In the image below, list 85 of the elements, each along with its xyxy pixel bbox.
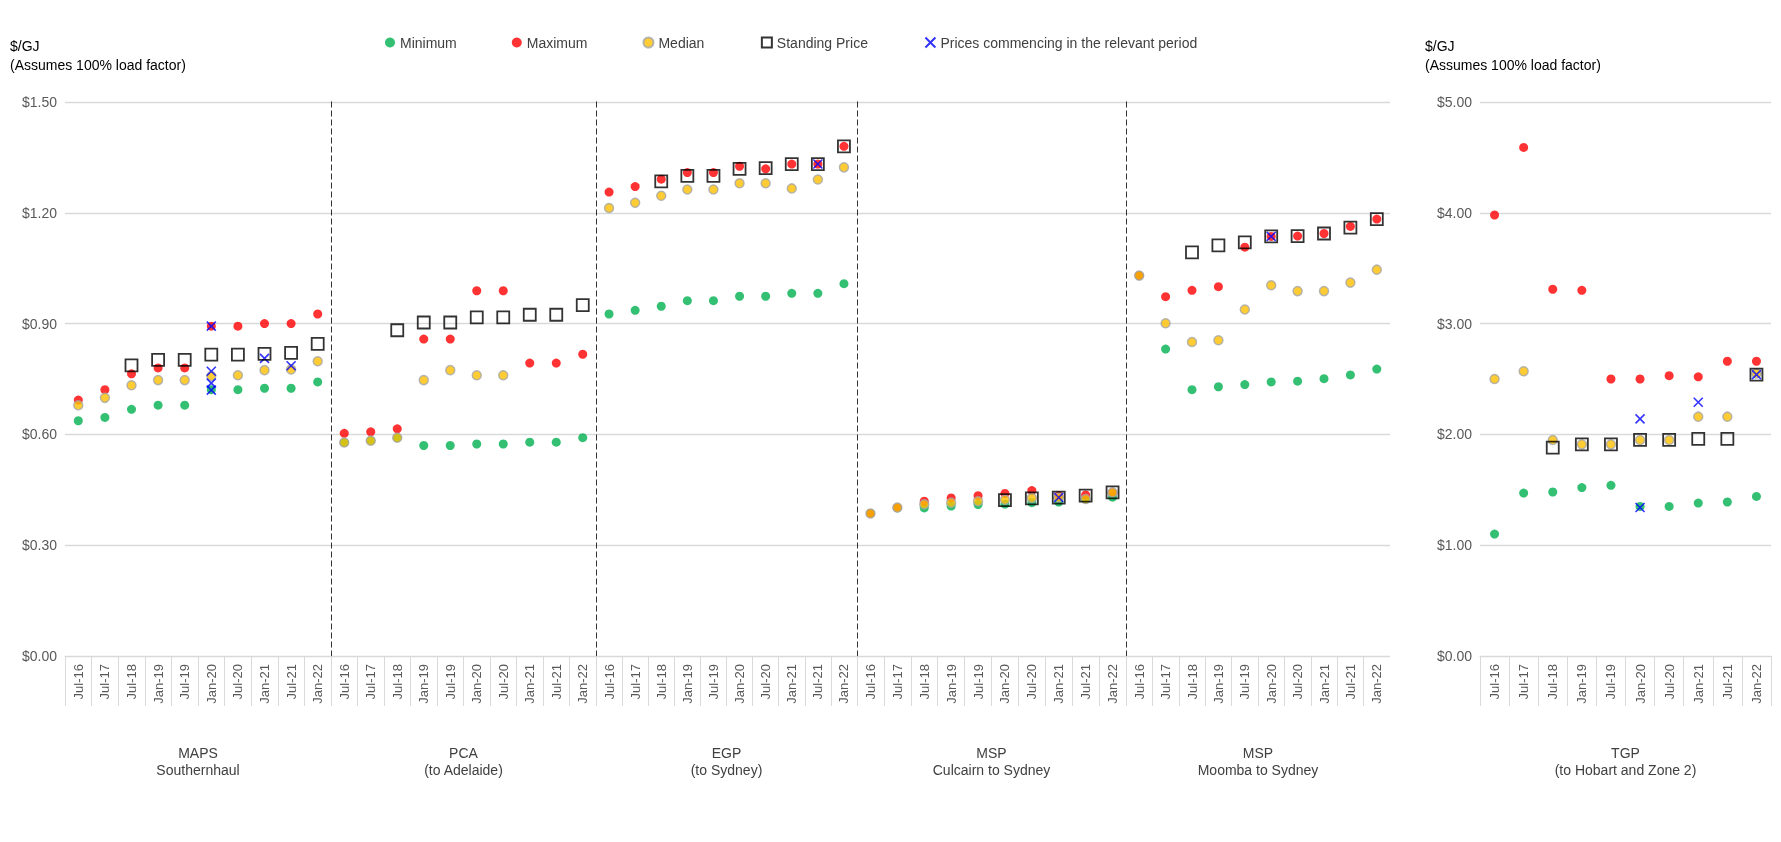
x-axis-title: TGP (to Hobart and Zone 2) — [1554, 744, 1697, 778]
x-tick-label: Jan-19 — [679, 664, 695, 704]
y-tick-label: $0.00 — [1436, 648, 1473, 664]
y-tick-label: $0.30 — [21, 537, 58, 554]
x-tick-label: Jul-21 — [1342, 664, 1358, 700]
x-tick-label: Jul-17 — [627, 664, 643, 700]
x-axis-title: MSP Culcairn to Sydney — [932, 744, 1051, 778]
x-tick-label: Jul-18 — [1184, 664, 1200, 700]
x-tick-label: Jan-22 — [310, 664, 326, 704]
y-tick-label: $2.00 — [1436, 426, 1473, 443]
legend-label: Maximum — [526, 34, 588, 51]
x-tick-label: Jul-21 — [810, 664, 826, 700]
x-tick-label: Jan-21 — [257, 664, 272, 704]
x-tick-label: Jul-19 — [442, 664, 458, 700]
x-tick-label: Jan-21 — [784, 664, 800, 704]
x-tick-label: Jul-19 — [970, 664, 986, 700]
x-tick-label: Jul-20 — [1024, 664, 1040, 700]
y-tick-label: $0.90 — [21, 315, 58, 332]
y-tick-label: $4.00 — [1436, 204, 1473, 221]
x-tick-label: Jan-20 — [1632, 664, 1648, 704]
x-axis-title: EGP (to Sydney) — [690, 744, 763, 778]
y-axis-title: $/GJ (Assumes 100% load factor) — [10, 37, 186, 73]
x-tick-label: Jul-21 — [1078, 664, 1094, 700]
x-tick-label: Jul-16 — [336, 664, 352, 700]
x-tick-label: Jul-18 — [916, 664, 932, 700]
y-tick-label: $0.00 — [21, 648, 58, 664]
x-tick-label: Jan-22 — [1748, 664, 1764, 704]
x-tick-label: Jan-21 — [1051, 664, 1067, 704]
x-tick-label: Jul-16 — [70, 664, 86, 700]
x-axis-title: PCA (to Adelaide) — [424, 744, 503, 778]
x-axis-title: MAPS Southernhaul — [156, 744, 240, 778]
x-tick-label: Jan-19 — [150, 664, 166, 704]
x-tick-label: Jul-17 — [1158, 664, 1174, 700]
x-tick-label: Jul-20 — [1661, 664, 1677, 700]
x-tick-label: Jul-17 — [1516, 664, 1532, 700]
x-tick-label: Jul-16 — [1131, 664, 1147, 700]
x-tick-label: Jul-17 — [889, 664, 905, 700]
x-tick-label: Jul-17 — [97, 664, 113, 700]
x-tick-label: Jan-20 — [203, 664, 219, 704]
y-tick-label: $3.00 — [1436, 315, 1473, 332]
x-tick-label: Jul-17 — [363, 664, 379, 700]
x-tick-label: Jan-21 — [1316, 664, 1332, 704]
x-tick-label: Jan-19 — [1574, 664, 1590, 704]
x-tick-label: Jul-20 — [758, 664, 774, 700]
x-tick-label: Jul-19 — [1603, 664, 1619, 700]
x-tick-label: Jan-19 — [416, 664, 432, 704]
x-tick-label: Jul-18 — [389, 664, 405, 700]
x-tick-label: Jul-19 — [705, 664, 721, 700]
x-tick-label: Jan-22 — [1369, 664, 1385, 704]
x-tick-label: Jul-16 — [1487, 664, 1503, 700]
legend-label: Standing Price — [776, 34, 869, 51]
y-tick-label: $1.00 — [1436, 537, 1473, 554]
x-tick-label: Jul-20 — [495, 664, 511, 700]
x-tick-label: Jan-19 — [943, 664, 959, 704]
legend-label: Minimum — [400, 34, 457, 51]
x-tick-label: Jul-21 — [548, 664, 564, 700]
y-tick-label: $5.00 — [1436, 94, 1473, 110]
x-tick-label: Jul-18 — [653, 664, 669, 700]
x-tick-label: Jan-20 — [997, 664, 1013, 704]
x-tick-label: Jul-18 — [1545, 664, 1561, 700]
x-tick-label: Jan-21 — [1690, 664, 1706, 704]
x-tick-label: Jul-16 — [601, 664, 617, 700]
x-tick-label: Jan-22 — [836, 664, 852, 704]
x-tick-label: Jul-19 — [1237, 664, 1253, 700]
x-tick-label: Jan-20 — [469, 664, 485, 704]
x-tick-label: Jan-22 — [1105, 664, 1121, 704]
x-tick-label: Jul-21 — [1719, 664, 1735, 700]
x-axis-title: MSP Moomba to Sydney — [1197, 744, 1319, 778]
y-axis-title: $/GJ (Assumes 100% load factor) — [1425, 37, 1601, 73]
y-tick-label: $0.60 — [21, 426, 58, 443]
x-tick-label: Jul-18 — [124, 664, 139, 700]
x-tick-label: Jan-22 — [575, 664, 591, 704]
x-tick-label: Jul-19 — [177, 664, 193, 700]
x-tick-label: Jul-16 — [862, 664, 878, 700]
x-tick-label: Jan-20 — [732, 664, 748, 704]
x-tick-label: Jul-20 — [230, 664, 246, 700]
y-tick-label: $1.50 — [21, 94, 58, 110]
x-tick-label: Jan-20 — [1263, 664, 1279, 704]
x-tick-label: Jul-21 — [283, 664, 299, 700]
y-tick-label: $1.20 — [21, 204, 58, 221]
x-tick-label: Jan-19 — [1210, 664, 1226, 704]
legend-label: Median — [658, 34, 705, 51]
legend-label: Prices commencing in the relevant period — [940, 34, 1198, 51]
x-tick-label: Jul-20 — [1290, 664, 1306, 700]
x-tick-label: Jan-21 — [522, 664, 538, 704]
